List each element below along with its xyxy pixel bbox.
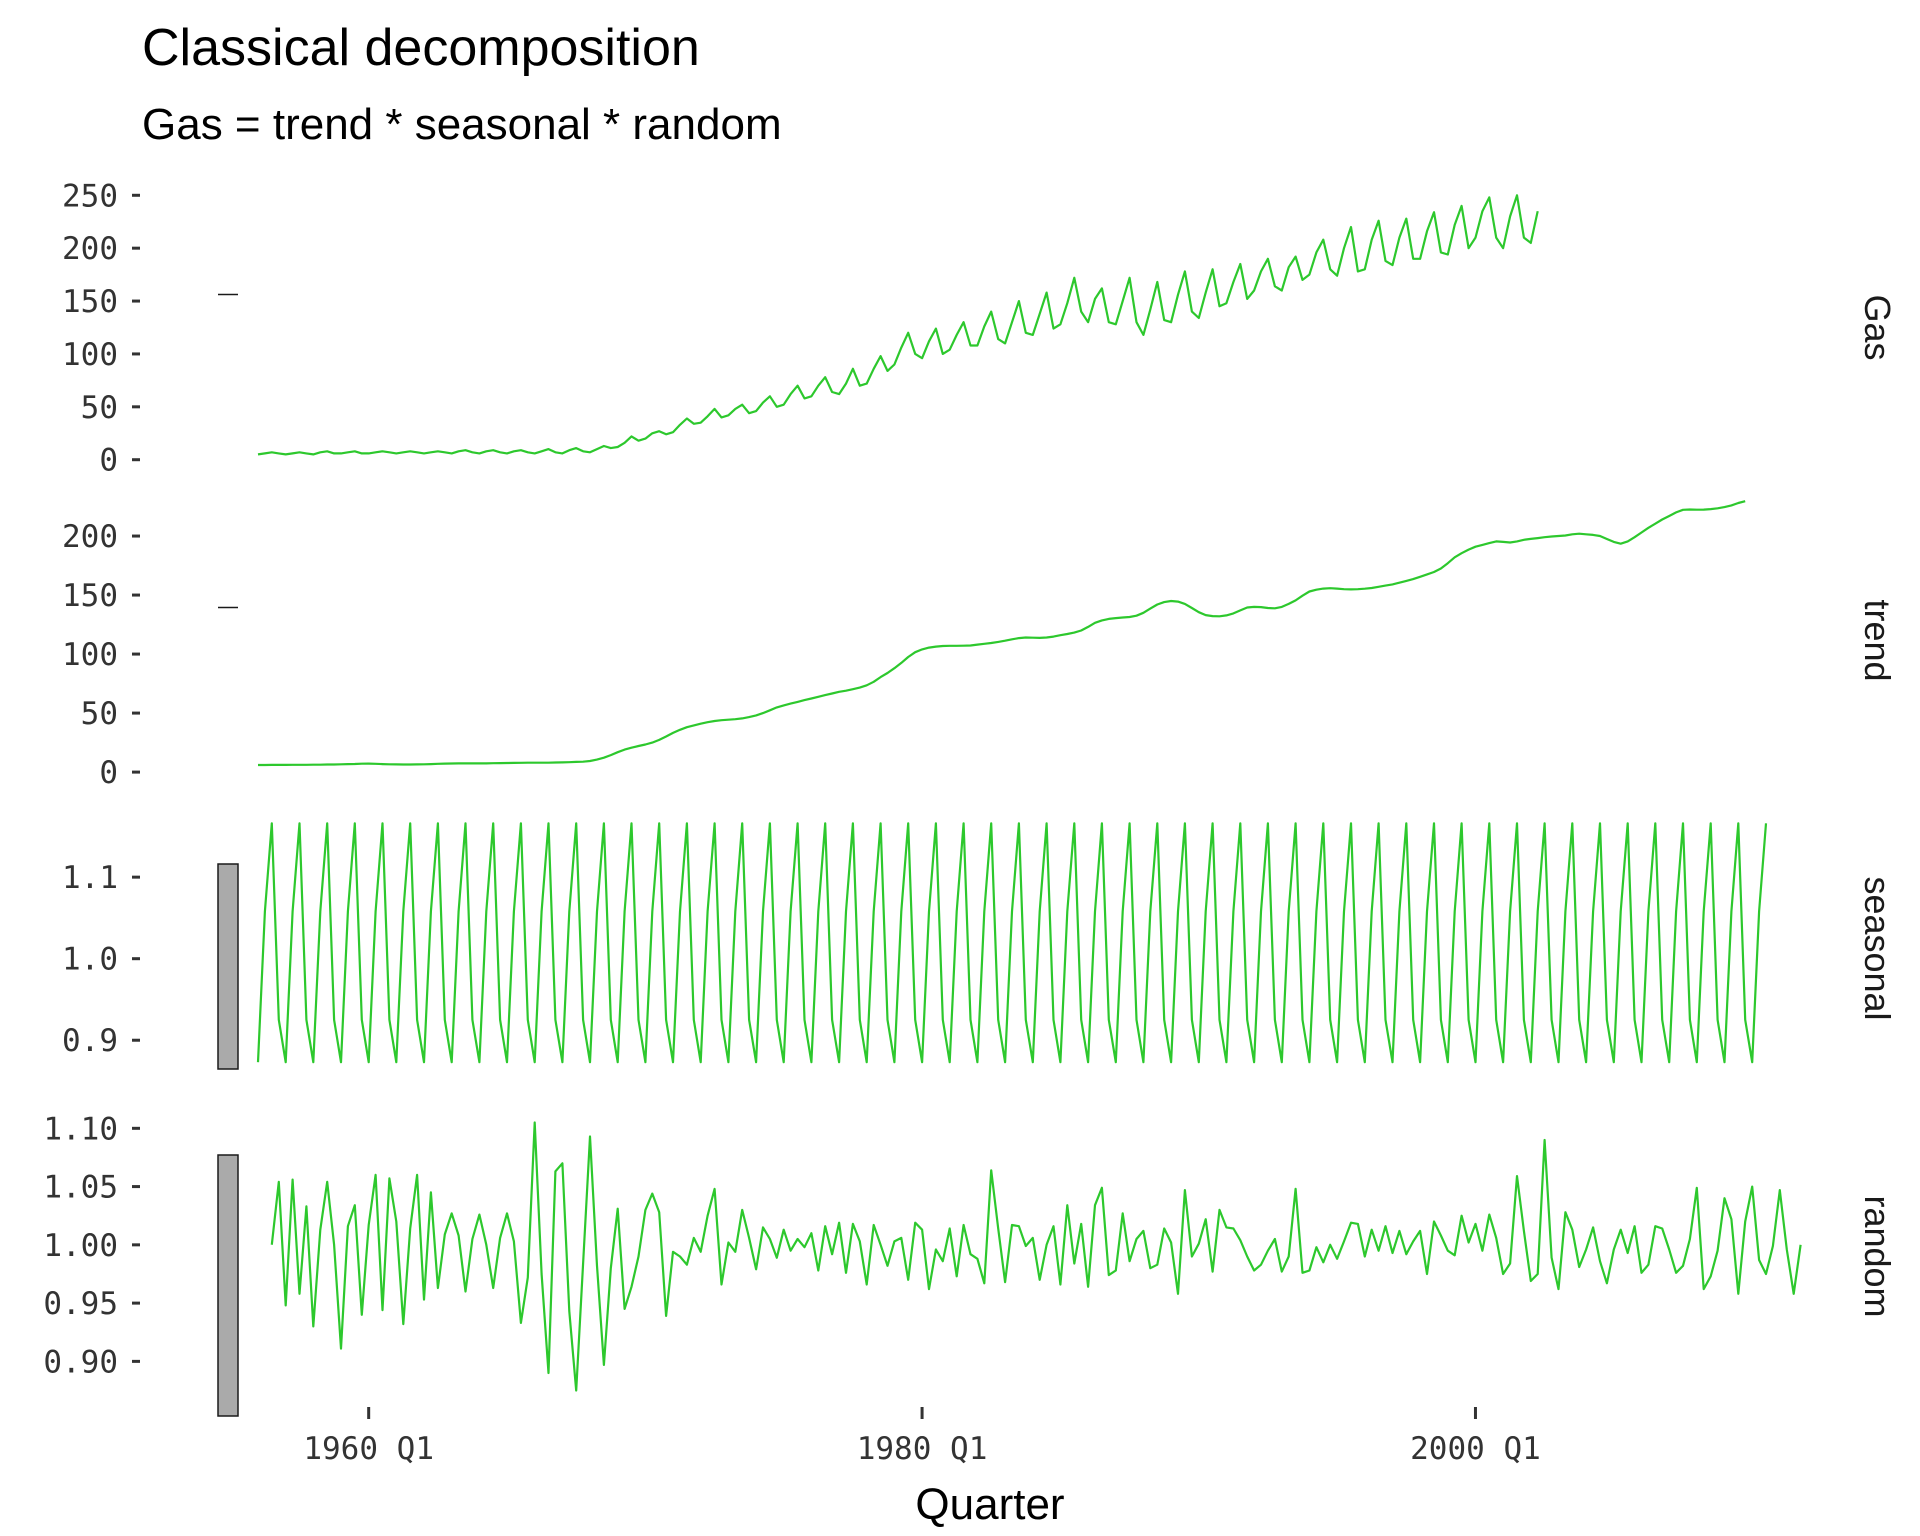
series-line-Gas [257,194,1539,456]
y-tick-label: 0 [99,755,118,791]
y-tick-label: 0.90 [43,1344,118,1380]
y-tick-label: 0.9 [62,1023,118,1059]
y-tick-label: 200 [62,231,118,267]
y-tick-label: 0 [99,443,118,479]
y-tick-label: 50 [81,390,118,426]
x-axis: 1960 Q1 1980 Q1 2000 Q1 [303,1407,1541,1467]
strip-label-Gas: Gas [1857,294,1898,360]
x-tick-label: 1960 Q1 [303,1431,434,1467]
y-tick-label: 100 [62,337,118,373]
y-tick-label: 1.1 [62,860,118,896]
y-tick-label: 1.0 [62,942,118,978]
series-line-trend [258,500,1746,767]
strip-label-trend: trend [1857,599,1898,681]
y-tick-label: 50 [81,696,118,732]
x-axis-title: Quarter [915,1480,1064,1529]
x-tick-label: 2000 Q1 [1410,1431,1541,1467]
x-tick-label: 1980 Q1 [857,1431,988,1467]
panel-random: 0.90 0.95 1.00 1.05 1.10 random [43,1111,1898,1417]
y-tick-label: 200 [62,519,118,555]
y-tick-label: 150 [62,578,118,614]
series-line-seasonal [256,822,1768,1064]
strip-label-seasonal: seasonal [1857,876,1898,1020]
scale-bar [217,863,239,1070]
y-tick-label: 1.00 [43,1228,118,1264]
y-tick-label: 150 [62,284,118,320]
strip-label-random: random [1857,1195,1898,1317]
y-tick-label: 0.95 [43,1286,118,1322]
y-tick-label: 100 [62,637,118,673]
y-tick-label: 1.10 [43,1111,118,1147]
series-line-random [270,1121,1802,1392]
y-tick-label: 1.05 [43,1170,118,1206]
y-tick-label: 250 [62,178,118,214]
chart-title: Classical decomposition [142,19,700,77]
scale-bar [217,1154,239,1417]
chart-subtitle: Gas = trend * seasonal * random [142,100,782,149]
panel-gas: 0 50 100 150 200 250 Gas [62,178,1898,478]
panel-trend: 0 50 100 150 200 trend [62,500,1898,791]
panel-seasonal: 0.9 1.0 1.1 seasonal [62,822,1898,1070]
